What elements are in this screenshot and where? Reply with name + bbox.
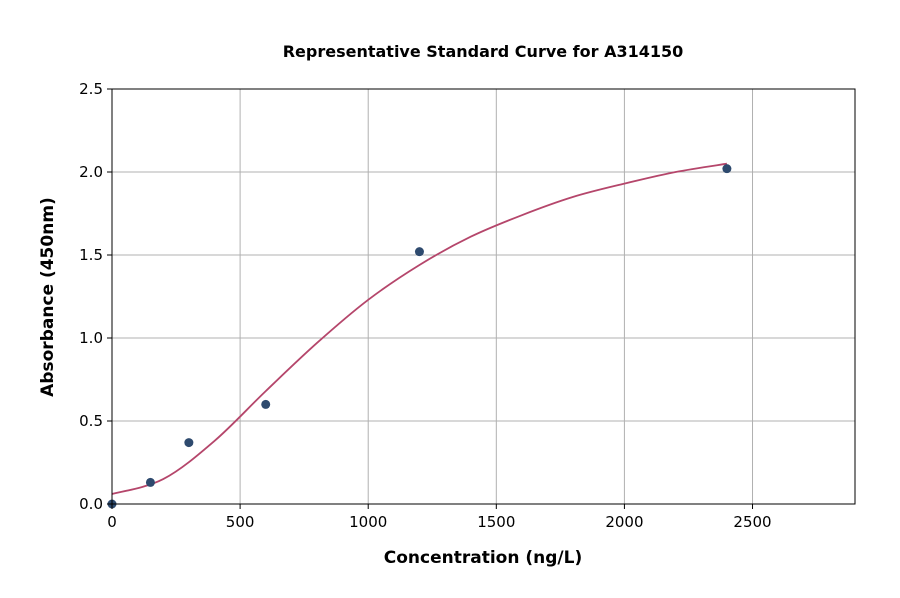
x-tick-label: 2000 xyxy=(605,513,643,531)
data-point xyxy=(722,164,732,174)
fit-curve-line xyxy=(111,162,728,495)
data-point xyxy=(414,247,424,257)
grid xyxy=(111,88,855,505)
fit-curve-layer xyxy=(111,162,728,495)
x-axis-ticks: 0 500 1000 1500 2000 2500 xyxy=(107,504,772,531)
plot-frame xyxy=(111,88,856,505)
y-tick-label: 1.5 xyxy=(79,246,103,264)
y-tick-label: 2.0 xyxy=(79,163,103,181)
x-tick-label: 2500 xyxy=(733,513,771,531)
y-axis-ticks: 0.0 0.5 1.0 1.5 2.0 2.5 xyxy=(79,80,112,513)
x-tick-label: 1500 xyxy=(477,513,515,531)
y-tick-label: 1.0 xyxy=(79,329,103,347)
x-tick-label: 1000 xyxy=(349,513,387,531)
data-points-layer xyxy=(107,164,732,509)
y-tick-label: 0.0 xyxy=(79,495,103,513)
data-point xyxy=(184,438,194,448)
y-tick-label: 0.5 xyxy=(79,412,103,430)
data-point xyxy=(261,399,271,409)
x-axis-label: Concentration (ng/L) xyxy=(384,548,582,568)
chart-title: Representative Standard Curve for A31415… xyxy=(283,42,684,61)
x-tick-label: 0 xyxy=(107,513,117,531)
y-tick-label: 2.5 xyxy=(79,80,103,98)
x-tick-label: 500 xyxy=(226,513,255,531)
y-axis-label: Absorbance (450nm) xyxy=(38,197,58,397)
data-point xyxy=(145,477,155,487)
